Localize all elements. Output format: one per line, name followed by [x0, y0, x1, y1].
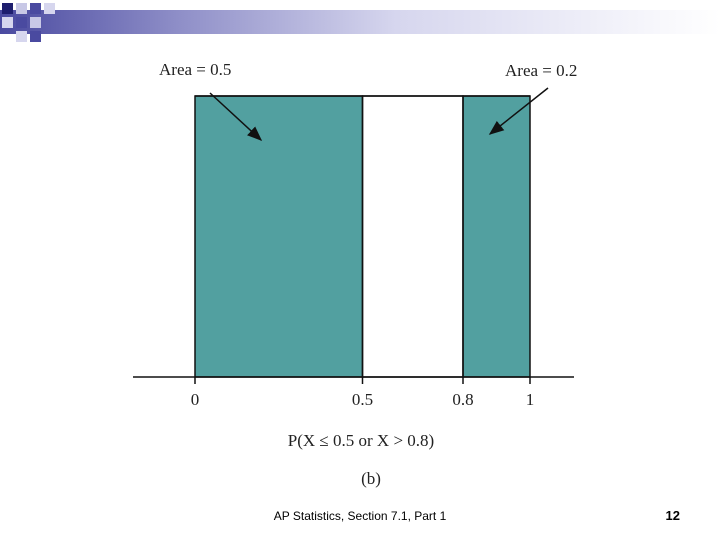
decoration-square	[2, 17, 13, 28]
decoration-square	[16, 3, 27, 14]
page-number: 12	[665, 508, 680, 523]
x-tick-label-1: 0.5	[352, 390, 373, 409]
decoration-square	[44, 3, 55, 14]
figure-caption: (b)	[361, 469, 381, 488]
x-tick-label-3: 1	[526, 390, 535, 409]
decoration-square	[30, 31, 41, 42]
decoration-square	[16, 17, 27, 28]
x-tick-label-0: 0	[191, 390, 200, 409]
x-tick-label-2: 0.8	[452, 390, 473, 409]
decoration-square	[16, 31, 27, 42]
unshaded-region-0	[361, 95, 464, 378]
annotation-arrow-right	[488, 87, 549, 135]
x-axis-label: P(X ≤ 0.5 or X > 0.8)	[288, 431, 434, 450]
decoration-square	[30, 3, 41, 14]
header-decoration-bar	[0, 10, 720, 34]
decoration-square	[2, 3, 13, 14]
annotation-arrow-left	[209, 92, 263, 142]
decoration-square	[30, 17, 41, 28]
annotation-area-left: Area = 0.5	[159, 60, 231, 79]
footer-text: AP Statistics, Section 7.1, Part 1	[273, 509, 447, 523]
shaded-region-1	[462, 95, 531, 378]
shaded-region-0	[194, 95, 364, 378]
annotation-area-right: Area = 0.2	[505, 61, 577, 80]
